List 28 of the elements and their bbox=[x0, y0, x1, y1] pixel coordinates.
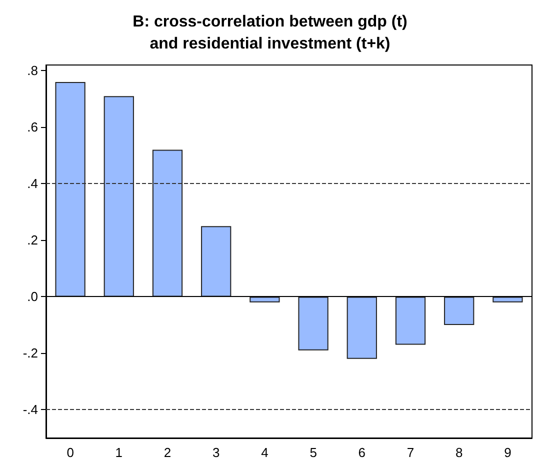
x-tick-label: 8 bbox=[455, 445, 463, 460]
chart-title: B: cross-correlation between gdp (t) and residential investment (t+k) bbox=[132, 14, 408, 52]
bar bbox=[250, 296, 280, 302]
y-tick-label: .8 bbox=[27, 63, 38, 78]
bar bbox=[55, 82, 86, 297]
y-tick-label: -.2 bbox=[22, 346, 38, 361]
x-tick-label: 6 bbox=[358, 445, 366, 460]
x-tick-label: 3 bbox=[212, 445, 220, 460]
x-tick-label: 5 bbox=[310, 445, 317, 460]
y-tick-label: .0 bbox=[27, 289, 38, 304]
bar bbox=[395, 296, 426, 345]
y-tick-label: .2 bbox=[27, 232, 38, 248]
bar bbox=[444, 296, 474, 325]
x-tick-label: 0 bbox=[66, 445, 74, 460]
bar bbox=[298, 296, 328, 350]
y-tick-label: .6 bbox=[27, 120, 38, 135]
y-tick-label: .4 bbox=[27, 176, 38, 192]
x-tick-label: 1 bbox=[115, 445, 123, 460]
y-tick-label: -.4 bbox=[22, 402, 38, 418]
bar bbox=[492, 296, 523, 302]
x-tick-label: 7 bbox=[406, 445, 414, 460]
bar bbox=[104, 96, 134, 297]
bar bbox=[201, 226, 232, 297]
x-tick-label: 9 bbox=[504, 445, 512, 460]
bar bbox=[346, 296, 377, 359]
x-tick-label: 2 bbox=[164, 445, 172, 460]
bar bbox=[152, 150, 183, 297]
x-tick-label: 4 bbox=[261, 445, 268, 460]
